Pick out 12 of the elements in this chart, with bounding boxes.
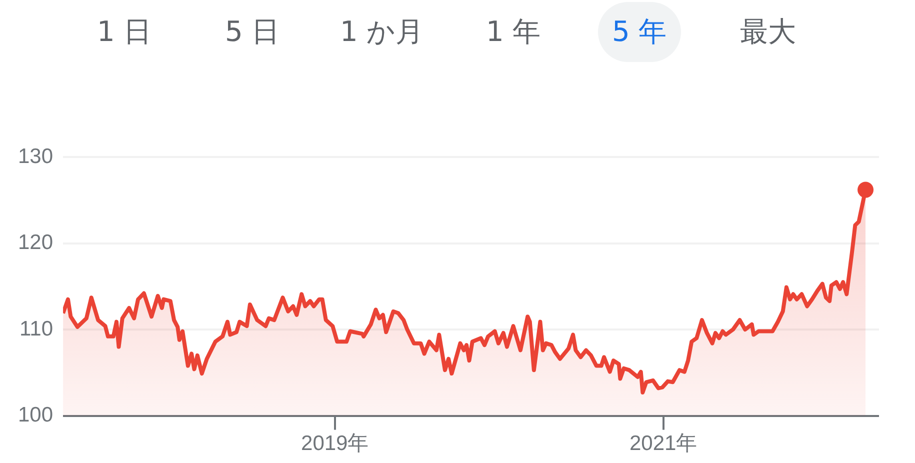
y-tick-label: 130: [18, 144, 54, 168]
text: 1 日: [97, 14, 152, 50]
text: 1 か月: [340, 14, 424, 50]
text: 5 年: [598, 2, 681, 62]
text: 5 日: [225, 14, 280, 50]
y-tick-label: 100: [18, 404, 54, 427]
text: 1 年: [486, 14, 541, 50]
y-tick-label: 120: [18, 231, 54, 254]
x-tick-label: 2019年: [301, 432, 369, 456]
y-tick-label: 110: [20, 317, 54, 340]
x-tick-label: 2021年: [629, 432, 698, 456]
text: 最大: [740, 14, 796, 50]
